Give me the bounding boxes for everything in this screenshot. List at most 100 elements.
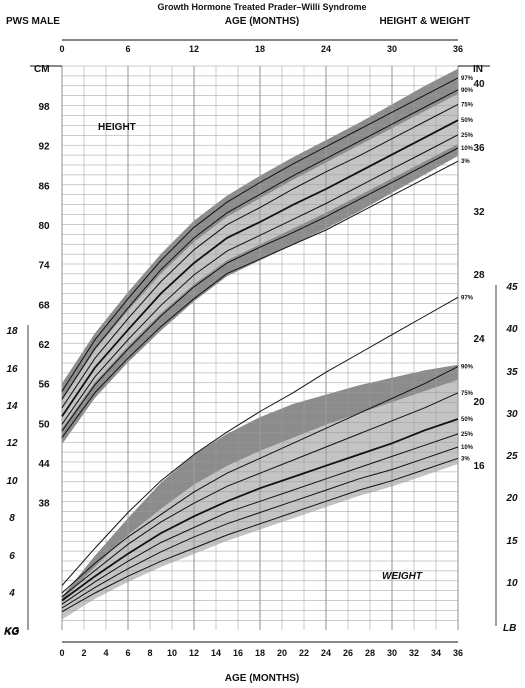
percentile-label: 50% bbox=[461, 118, 474, 124]
weight-curve-10pct bbox=[61, 446, 459, 609]
lb-tick-label: 25 bbox=[505, 451, 518, 462]
kg-tick-label: 4 bbox=[8, 588, 15, 599]
lb-tick-label: 15 bbox=[506, 536, 518, 547]
height-curve-25pct bbox=[61, 134, 459, 425]
top-age-tick-label: 0 bbox=[59, 44, 64, 54]
top-age-tick-label: 36 bbox=[453, 44, 463, 54]
cm-tick-label: 38 bbox=[38, 499, 50, 510]
kg-tick-label: 18 bbox=[6, 326, 18, 337]
in-tick-label: 24 bbox=[473, 334, 485, 345]
cm-tick-label: 44 bbox=[38, 459, 50, 470]
cm-tick-label: 56 bbox=[38, 380, 50, 391]
cm-tick-label: 98 bbox=[38, 102, 50, 113]
top-age-tick-label: 6 bbox=[125, 44, 130, 54]
bottom-age-tick-label: 36 bbox=[453, 648, 463, 658]
bottom-age-tick-label: 10 bbox=[167, 648, 177, 658]
weight-curve-3pct bbox=[61, 457, 459, 613]
weight-curve-97pct bbox=[61, 296, 459, 586]
cm-tick-label: 92 bbox=[38, 142, 50, 153]
in-tick-label: 32 bbox=[473, 207, 485, 218]
percentile-label: 10% bbox=[461, 146, 474, 152]
height-panel-label: HEIGHT bbox=[98, 122, 136, 133]
percentile-label: 3% bbox=[461, 456, 470, 462]
cm-unit-label: CM bbox=[34, 64, 50, 75]
percentile-label: 90% bbox=[461, 365, 474, 371]
percentile-label: 90% bbox=[461, 88, 474, 94]
height-curve-10pct bbox=[61, 147, 459, 432]
bottom-age-tick-label: 6 bbox=[125, 648, 130, 658]
weight-curve-25pct bbox=[61, 433, 459, 605]
lb-tick-label: 10 bbox=[506, 578, 518, 589]
lb-tick-label: 35 bbox=[506, 367, 518, 378]
bottom-age-tick-label: 16 bbox=[233, 648, 243, 658]
top-age-tick-label: 24 bbox=[321, 44, 331, 54]
in-tick-label: 20 bbox=[473, 397, 485, 408]
bottom-age-tick-label: 26 bbox=[343, 648, 353, 658]
percentile-label: 97% bbox=[461, 295, 474, 301]
percentile-label: 3% bbox=[461, 159, 470, 165]
weight-panel-label: WEIGHT bbox=[382, 571, 423, 582]
cm-tick-label: 68 bbox=[38, 300, 50, 311]
chart-header-right: HEIGHT & WEIGHT bbox=[379, 16, 470, 27]
bottom-age-tick-label: 32 bbox=[409, 648, 419, 658]
cm-tick-label: 80 bbox=[38, 221, 50, 232]
bottom-age-tick-label: 20 bbox=[277, 648, 287, 658]
top-age-tick-label: 12 bbox=[189, 44, 199, 54]
weight-curve-90pct bbox=[61, 366, 459, 594]
percentile-label: 75% bbox=[461, 102, 474, 108]
height-curve-3pct bbox=[61, 160, 459, 438]
kg-tick-label: 16 bbox=[6, 364, 18, 375]
cm-tick-label: 62 bbox=[38, 340, 50, 351]
in-tick-label: 40 bbox=[473, 79, 485, 90]
percentile-label: 25% bbox=[461, 133, 474, 139]
bottom-age-tick-label: 4 bbox=[103, 648, 108, 658]
chart-tick-labels: 0 6 12 18 24 30 360 2 4 6 8 10 12 14 16 18 20 22 24 26 28 30 3… bbox=[5, 44, 518, 658]
kg-tick-label: 6 bbox=[9, 551, 15, 562]
height-curve-97pct bbox=[61, 77, 459, 392]
height-curve-75pct bbox=[61, 103, 459, 409]
in-tick-label: 36 bbox=[473, 143, 485, 154]
percentile-label: 10% bbox=[461, 445, 474, 451]
bottom-age-tick-label: 12 bbox=[189, 648, 199, 658]
in-tick-label: 28 bbox=[473, 270, 485, 281]
lb-tick-label: 30 bbox=[506, 409, 518, 420]
percentile-label: 75% bbox=[461, 391, 474, 397]
weight-curve-50pct bbox=[61, 418, 459, 602]
lb-tick-label: 45 bbox=[505, 282, 518, 293]
cm-tick-label: 86 bbox=[38, 181, 50, 192]
bottom-age-tick-label: 2 bbox=[81, 648, 86, 658]
bottom-age-tick-label: 22 bbox=[299, 648, 309, 658]
top-age-tick-label: 18 bbox=[255, 44, 265, 54]
weight-curve-75pct bbox=[61, 392, 459, 598]
percentile-label: 50% bbox=[461, 417, 474, 423]
bottom-age-tick-label: 30 bbox=[387, 648, 397, 658]
chart-grid bbox=[27, 39, 497, 643]
kg-tick-label: 8 bbox=[9, 513, 15, 524]
percentile-label: 25% bbox=[461, 432, 474, 438]
bottom-age-tick-label: 18 bbox=[255, 648, 265, 658]
height-curve-50pct bbox=[61, 119, 459, 417]
bottom-age-tick-label: 24 bbox=[321, 648, 331, 658]
kg-tick-label: 14 bbox=[6, 401, 18, 412]
kg-tick-label: 12 bbox=[6, 438, 18, 449]
in-unit-label: IN bbox=[473, 64, 483, 75]
x-axis-label: AGE (MONTHS) bbox=[225, 673, 299, 684]
chart-title: Growth Hormone Treated Prader–Willi Synd… bbox=[158, 2, 367, 12]
percentile-curves bbox=[61, 77, 459, 613]
kg-unit-label: KG bbox=[4, 627, 19, 638]
lb-tick-label: 40 bbox=[505, 324, 518, 335]
percentile-label: 97% bbox=[461, 76, 474, 82]
in-tick-label: 16 bbox=[473, 461, 485, 472]
bottom-age-tick-label: 8 bbox=[147, 648, 152, 658]
lb-tick-label: 20 bbox=[505, 493, 518, 504]
height-curve-90pct bbox=[61, 89, 459, 400]
cm-tick-label: 50 bbox=[38, 419, 50, 430]
bottom-age-tick-label: 34 bbox=[431, 648, 441, 658]
bottom-age-tick-label: 14 bbox=[211, 648, 221, 658]
kg-tick-label: KG bbox=[5, 626, 20, 637]
bottom-age-tick-label: 28 bbox=[365, 648, 375, 658]
chart-header-left: PWS MALE bbox=[6, 16, 60, 27]
height-inner-band bbox=[62, 93, 458, 429]
cm-tick-label: 74 bbox=[38, 261, 50, 272]
